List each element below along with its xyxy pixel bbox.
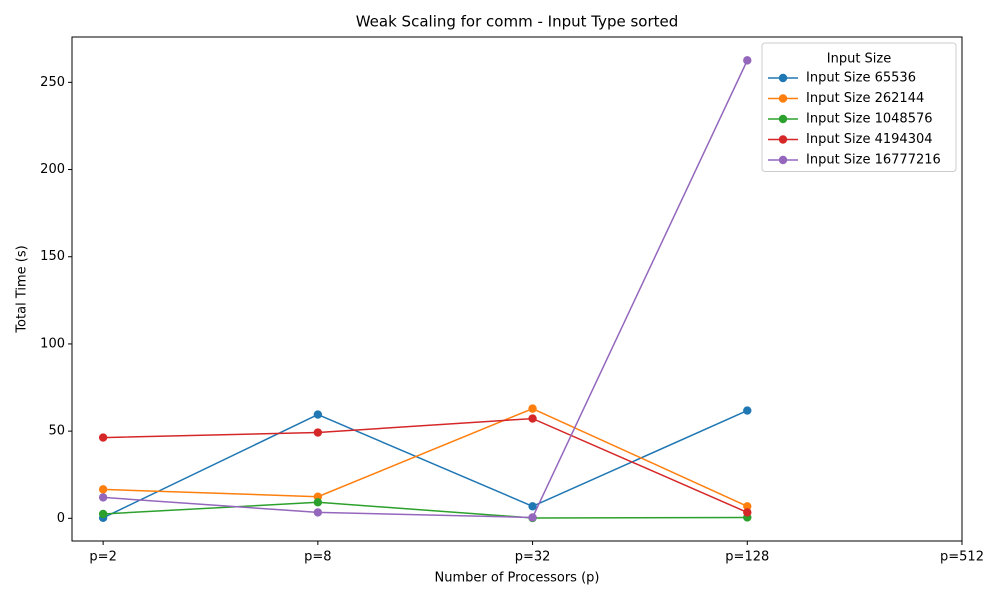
series-line <box>103 417 748 514</box>
data-point <box>313 410 323 419</box>
data-point <box>743 406 752 415</box>
legend-title: Input Size <box>827 52 891 67</box>
series-line <box>103 407 748 507</box>
data-point <box>528 414 537 423</box>
y-tick-label: 250 <box>40 75 65 90</box>
data-point <box>98 493 108 502</box>
legend-marker <box>778 114 788 124</box>
legend-label: Input Size 16777216 <box>806 153 941 168</box>
plot-frame <box>71 36 963 542</box>
x-tick-label: p=512 <box>940 550 984 565</box>
y-tick-label: 200 <box>40 162 65 177</box>
data-point <box>313 508 323 517</box>
legend-label: Input Size 65536 <box>806 71 916 86</box>
legend-marker <box>778 73 788 83</box>
data-point <box>528 513 537 522</box>
data-point <box>98 509 108 519</box>
legend-marker <box>778 155 788 165</box>
data-point <box>528 502 537 511</box>
x-tick-label: p=32 <box>515 550 551 565</box>
y-tick-label: 50 <box>48 424 65 439</box>
data-point <box>743 502 752 511</box>
series-line <box>102 409 748 519</box>
chart-title: Weak Scaling for comm - Input Type sorte… <box>356 13 679 31</box>
data-point <box>743 508 752 517</box>
legend-marker <box>778 135 788 144</box>
data-point <box>98 433 108 442</box>
y-tick-label: 0 <box>57 511 65 526</box>
legend-box <box>761 42 957 172</box>
data-point <box>743 56 752 65</box>
y-tick-label: 150 <box>40 249 65 264</box>
x-tick-label: p=8 <box>304 550 331 565</box>
legend-label: Input Size 1048576 <box>806 112 933 127</box>
series-line <box>103 60 748 519</box>
y-axis-label: Total Time (s) <box>15 245 30 333</box>
series-line <box>103 501 748 519</box>
data-point <box>98 485 108 494</box>
y-tick-label: 100 <box>40 336 65 351</box>
data-point <box>528 404 537 413</box>
legend-label: Input Size 262144 <box>806 91 924 106</box>
data-point <box>313 428 323 437</box>
data-point <box>313 498 323 507</box>
legend-marker <box>778 94 788 103</box>
x-tick-label: p=2 <box>89 550 116 565</box>
x-tick-label: p=128 <box>725 550 769 565</box>
legend-label: Input Size 4194304 <box>806 132 933 147</box>
x-axis-label: Number of Processors (p) <box>435 571 600 586</box>
